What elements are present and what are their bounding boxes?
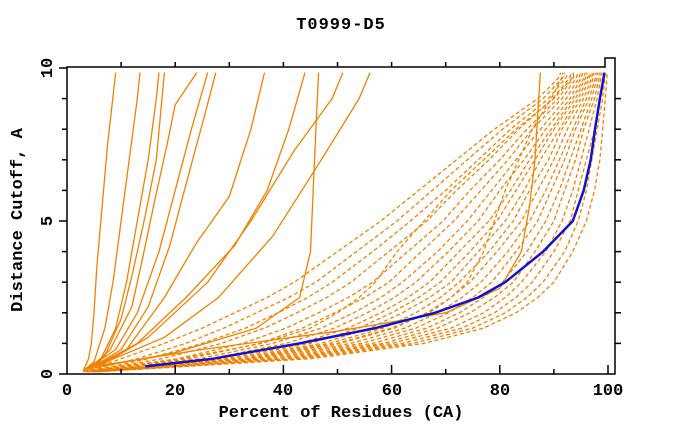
model-curve bbox=[98, 72, 606, 373]
x-tick-label-0: 0 bbox=[62, 382, 72, 401]
model-curve bbox=[99, 72, 608, 373]
model-curve bbox=[95, 72, 595, 373]
y-tick-label-10: 10 bbox=[39, 58, 58, 78]
x-tick-label-40: 40 bbox=[273, 382, 293, 401]
model-curve bbox=[88, 72, 575, 373]
model-curve bbox=[92, 72, 588, 373]
model-curve bbox=[90, 72, 584, 373]
model-curve bbox=[96, 72, 599, 373]
model-curve bbox=[89, 72, 579, 373]
model-curve bbox=[104, 72, 542, 366]
axes-frame-layer bbox=[59, 57, 621, 375]
model-curve bbox=[93, 72, 564, 373]
x-tick-label-80: 80 bbox=[490, 382, 510, 401]
model-curve bbox=[83, 72, 562, 373]
model-curve bbox=[82, 72, 117, 372]
x-tick-label-60: 60 bbox=[382, 382, 402, 401]
model-curve bbox=[90, 72, 582, 373]
model-curve bbox=[97, 72, 603, 373]
plot-border bbox=[66, 57, 616, 375]
model-curves-layer bbox=[82, 72, 608, 373]
x-axis-title: Percent of Residues (CA) bbox=[219, 404, 464, 423]
model-curve bbox=[98, 72, 605, 373]
model-curve bbox=[88, 72, 198, 370]
y-tick-label-0: 0 bbox=[39, 369, 58, 379]
model-curve bbox=[82, 72, 141, 372]
x-tick-label-20: 20 bbox=[165, 382, 185, 401]
highlighted-model-curve bbox=[145, 72, 606, 368]
model-curve bbox=[99, 72, 371, 366]
y-axis-title: Distance Cutoff, A bbox=[9, 127, 28, 311]
model-curve bbox=[99, 72, 344, 367]
model-curve bbox=[90, 72, 217, 369]
model-curve bbox=[85, 72, 166, 370]
x-tick-label-100: 100 bbox=[593, 382, 624, 401]
model-curve bbox=[88, 72, 209, 369]
model-curve bbox=[84, 72, 566, 373]
y-tick-label-5: 5 bbox=[39, 216, 58, 226]
model-curve bbox=[93, 72, 320, 369]
model-curve bbox=[85, 72, 569, 373]
model-curve bbox=[95, 72, 597, 373]
model-curve bbox=[86, 72, 572, 373]
model-curve bbox=[88, 72, 576, 373]
chart-title: T0999-D5 bbox=[296, 16, 386, 35]
model-curve bbox=[93, 72, 306, 367]
model-curve bbox=[92, 72, 590, 373]
model-curve bbox=[93, 72, 592, 373]
